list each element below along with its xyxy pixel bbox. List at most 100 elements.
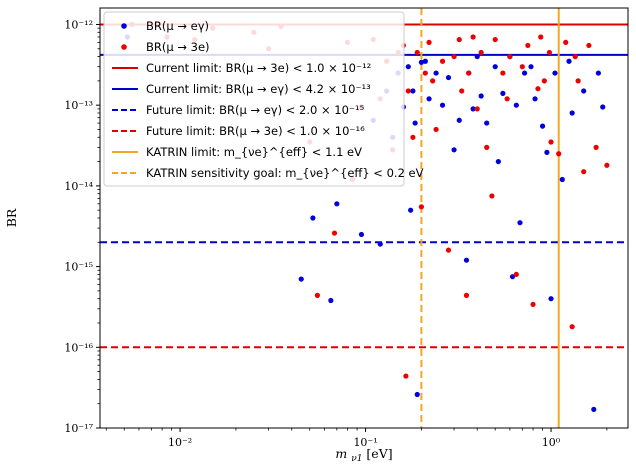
x-axis-label-unit: [eV] <box>366 446 392 461</box>
data-point-series-1 <box>521 70 528 76</box>
data-point-series-2 <box>414 49 420 56</box>
x-axis-label-main: m <box>335 446 347 461</box>
data-point-series-1 <box>509 274 516 280</box>
data-point-series-2 <box>556 151 562 157</box>
legend: BR(μ → eγ) BR(μ → 3e) Current limit: BR(μ … <box>103 11 424 187</box>
data-point-series-1 <box>328 297 334 304</box>
data-point-series-2 <box>410 134 416 140</box>
data-point-series-2 <box>604 162 610 168</box>
data-point-series-2 <box>563 39 569 45</box>
data-point-series-2 <box>422 70 428 76</box>
legend-label: Current limit: BR(μ → 3e) < 1.0 × 10⁻¹² <box>146 61 371 75</box>
data-point-series-2 <box>575 78 581 84</box>
data-point-series-1 <box>334 201 340 207</box>
data-point-series-2 <box>519 64 525 70</box>
data-point-series-1 <box>463 257 470 263</box>
data-point-series-2 <box>451 53 457 60</box>
data-point-series-2 <box>538 34 544 40</box>
data-point-series-2 <box>525 42 531 49</box>
data-point-series-2 <box>456 36 462 43</box>
y-tick-label: 10⁻¹⁴ <box>64 180 93 193</box>
data-point-series-1 <box>445 74 452 81</box>
y-tick-label: 10⁻¹³ <box>64 99 93 112</box>
data-point-series-1 <box>426 96 432 102</box>
legend-label: Future limit: BR(μ → 3e) < 1.0 × 10⁻¹⁶ <box>146 124 365 138</box>
data-point-series-2 <box>433 126 439 133</box>
data-point-series-1 <box>422 58 428 64</box>
data-point-series-2 <box>569 324 575 330</box>
data-point-series-1 <box>310 215 316 221</box>
data-point-series-2 <box>492 36 498 43</box>
data-point-series-2 <box>474 106 480 112</box>
legend-label: Current limit: BR(μ → eγ) < 4.2 × 10⁻¹³ <box>146 82 371 96</box>
data-point-series-2 <box>470 34 476 40</box>
data-point-series-1 <box>548 296 554 302</box>
data-point-series-1 <box>492 64 498 70</box>
data-point-series-1 <box>591 406 597 413</box>
data-point-series-1 <box>451 147 457 153</box>
data-point-series-2 <box>445 247 452 253</box>
data-point-series-1 <box>405 64 411 70</box>
data-point-series-2 <box>405 88 411 94</box>
data-point-series-1 <box>539 123 546 129</box>
data-point-series-1 <box>544 149 550 155</box>
data-point-series-1 <box>484 120 490 126</box>
legend-marker <box>121 44 127 50</box>
data-point-series-1 <box>474 53 480 60</box>
data-point-series-2 <box>541 78 547 84</box>
data-point-series-1 <box>408 207 414 213</box>
data-point-series-2 <box>507 53 513 60</box>
data-point-series-1 <box>517 220 523 226</box>
y-tick-label: 10⁻¹⁷ <box>64 422 93 435</box>
data-point-series-1 <box>377 241 383 247</box>
data-point-series-2 <box>478 49 484 56</box>
data-point-series-1 <box>528 64 534 70</box>
data-point-series-2 <box>466 70 472 76</box>
legend-label: KATRIN limit: m_{νe}^{eff} < 1.1 eV <box>146 145 362 159</box>
legend-label: KATRIN sensitivity goal: m_{νe}^{eff} < … <box>146 166 424 180</box>
data-point-series-2 <box>535 86 541 92</box>
y-axis-label: BR <box>4 208 19 227</box>
data-point-series-1 <box>414 391 420 398</box>
data-point-series-2 <box>504 96 510 102</box>
x-axis-label: m ν1 [eV] <box>335 446 392 464</box>
data-point-series-1 <box>412 120 418 126</box>
data-point-series-1 <box>456 117 462 123</box>
data-point-series-1 <box>500 90 506 96</box>
x-tick-label: 10⁻² <box>168 436 192 449</box>
data-point-series-2 <box>426 39 432 45</box>
legend-label: BR(μ → 3e) <box>146 40 210 54</box>
legend-marker <box>121 23 127 29</box>
data-point-series-1 <box>433 70 439 76</box>
y-tick-label: 10⁻¹⁵ <box>64 261 93 274</box>
data-point-series-2 <box>593 144 599 150</box>
data-point-series-1 <box>439 102 446 108</box>
y-tick-label: 10⁻¹² <box>64 18 93 31</box>
data-point-series-1 <box>600 104 606 110</box>
legend-label: BR(μ → eγ) <box>146 19 209 33</box>
data-point-series-2 <box>513 271 519 278</box>
data-point-series-2 <box>530 301 536 308</box>
data-point-series-2 <box>439 58 446 64</box>
data-point-series-1 <box>569 110 575 116</box>
data-point-series-1 <box>410 88 416 94</box>
data-point-series-2 <box>403 373 409 379</box>
data-point-series-1 <box>595 70 601 76</box>
data-point-series-2 <box>581 169 587 175</box>
data-point-series-1 <box>552 70 558 76</box>
data-point-series-1 <box>418 59 424 65</box>
x-tick-label: 10⁻¹ <box>353 436 377 449</box>
data-point-series-1 <box>470 106 476 112</box>
data-point-series-1 <box>581 88 587 94</box>
data-point-series-2 <box>430 78 436 84</box>
data-point-series-1 <box>513 102 519 108</box>
data-point-series-2 <box>500 70 506 76</box>
legend-label: Future limit: BR(μ → eγ) < 2.0 × 10⁻¹⁵ <box>146 103 365 117</box>
data-point-series-1 <box>532 96 538 102</box>
x-tick-label: 10⁰ <box>542 436 561 449</box>
data-point-series-1 <box>358 231 365 238</box>
ticks-layer: 10⁻² 10⁻¹ 10⁰ 10⁻¹⁷ 10⁻¹⁶ 10⁻¹⁵ 10⁻¹⁴ 10⁻¹³ 10⁻¹… <box>64 18 608 449</box>
x-axis-label-sub: ν1 <box>351 454 362 464</box>
